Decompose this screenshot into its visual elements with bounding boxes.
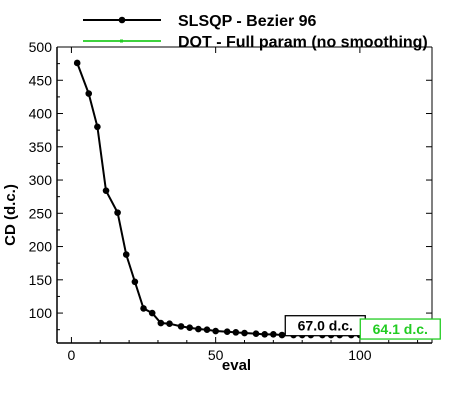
data-point (232, 329, 240, 336)
legend-marker-1 (118, 16, 126, 24)
annotation-label-2: 64.1 d.c. (373, 321, 428, 337)
series-layer (73, 59, 424, 339)
data-point (203, 326, 211, 333)
data-point (131, 278, 139, 286)
legend-marker-2 (120, 39, 123, 43)
legend-label-2: DOT - Full param (no smoothing) (178, 34, 428, 51)
y-tick-label: 250 (29, 205, 53, 221)
data-point (148, 309, 156, 317)
legend: SLSQP - Bezier 96 DOT - Full param (no sm… (83, 13, 428, 51)
annotations: 67.0 d.c. 64.1 d.c. (284, 315, 441, 340)
y-tick-label: 200 (29, 239, 53, 255)
data-point (186, 324, 193, 332)
y-tick-label: 150 (29, 272, 53, 288)
data-point (212, 327, 219, 335)
legend-label-1: SLSQP - Bezier 96 (178, 13, 317, 30)
data-point (241, 329, 248, 337)
data-point (223, 328, 231, 335)
annotation-label-1: 67.0 d.c. (298, 318, 353, 334)
data-point (73, 59, 81, 67)
data-point (114, 209, 121, 216)
data-point (177, 323, 185, 330)
y-tick-label: 100 (29, 305, 53, 321)
y-tick-label: 450 (29, 72, 53, 88)
axes: 100 150 200 250 300 350 400 450 500 0 50 100 eval CD … (2, 39, 433, 374)
data-point (122, 251, 130, 258)
data-point (157, 319, 165, 327)
data-point (270, 331, 277, 338)
annotation-box-2 (359, 318, 441, 340)
series-line-1 (76, 62, 369, 336)
data-point (102, 187, 110, 194)
y-tick-label: 300 (29, 172, 53, 188)
y-tick-label: 500 (29, 39, 53, 55)
data-point (278, 331, 286, 339)
data-point (166, 320, 173, 328)
y-axis-title: CD (d.c.) (2, 184, 19, 246)
x-tick-label: 100 (348, 347, 372, 363)
x-axis-title: eval (222, 357, 251, 374)
data-point (195, 325, 202, 333)
data-point (261, 331, 268, 338)
x-tick-label: 0 (68, 347, 76, 363)
data-point (140, 305, 147, 312)
x-tick-label: 50 (208, 347, 224, 363)
y-tick-label: 400 (29, 106, 53, 122)
data-point (252, 330, 260, 337)
y-tick-label: 350 (29, 139, 53, 155)
data-point (94, 123, 101, 131)
data-point (85, 90, 93, 97)
